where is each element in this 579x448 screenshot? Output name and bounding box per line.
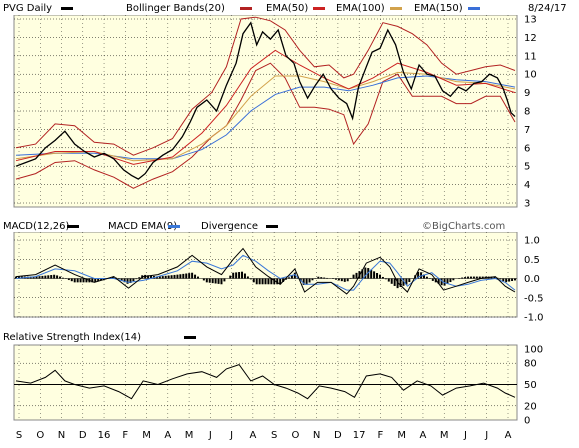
x-tick-label: A [164,430,171,441]
x-axis: S O N D 16 F M A M J J A S O N D 17 F M A M J J A [16,430,512,441]
price-y-tick-label: 4 [524,180,530,191]
price-legend-swatch [61,7,73,10]
ema150-legend-swatch [468,7,480,10]
price-y-ticks: 3 4 5 6 7 8 9 10 11 12 13 [524,15,537,210]
macd-signal-legend-swatch [168,225,180,228]
price-y-tick-label: 7 [524,125,530,136]
macd-y-tick-label: 0.5 [524,255,540,266]
symbol-label: PVG Daily [3,3,52,14]
x-tick-label: D [79,430,87,441]
divergence-legend-swatch [266,225,278,228]
macd-y-tick-label: -0.5 [524,293,544,304]
macd-panel: 1.0 0.5 0.0 -0.5 -1.0 [13,231,544,324]
macd-y-tick-label: 1.0 [524,236,540,247]
rsi-y-tick-label: 50 [524,380,537,391]
rsi-header-bg [0,330,579,344]
rsi-line [15,364,516,400]
bollinger-label: Bollinger Bands(20) [126,3,225,14]
rsi-grid [14,345,517,420]
x-tick-label: J [484,430,488,441]
ema150-label: EMA(150) [414,3,463,14]
x-tick-label: S [16,430,22,441]
x-tick-label: O [36,430,44,441]
rsi-y-tick-label: 20 [524,401,537,412]
price-panel: 3 4 5 6 7 8 9 10 11 12 13 [13,14,537,210]
x-tick-label: O [291,430,299,441]
rsi-panel-bg [13,344,518,421]
ema50-legend-swatch [313,7,325,10]
x-tick-label: F [378,430,384,441]
bollinger-upper-line [15,16,516,156]
bollinger-legend-swatch [240,7,252,10]
price-y-tick-label: 10 [524,70,537,81]
price-y-tick-label: 5 [524,162,530,173]
ema100-label: EMA(100) [336,3,385,14]
price-y-tick-label: 9 [524,88,530,99]
bigcharts-watermark: ©BigCharts.com [422,221,505,232]
x-tick-label: 16 [98,430,111,441]
price-line [15,21,516,180]
x-tick-label: D [334,430,342,441]
rsi-y-ticks: 100 80 50 20 0 [524,345,543,427]
x-tick-label: J [463,430,467,441]
price-y-tick-label: 12 [524,33,537,44]
macd-line [15,247,516,295]
x-tick-label: F [122,430,128,441]
rsi-y-tick-label: 100 [524,345,543,356]
price-y-tick-label: 8 [524,107,530,118]
price-grid [14,15,517,207]
x-tick-label: M [185,430,194,441]
rsi-y-tick-label: 0 [524,416,530,427]
macd-y-tick-label: 0.0 [524,274,540,285]
ema50-label: EMA(50) [266,3,308,14]
x-tick-label: N [58,430,65,441]
rsi-panel: 100 80 50 20 0 [13,344,543,427]
x-tick-label: A [420,430,427,441]
x-tick-label: M [142,430,151,441]
macd-header-bg [0,219,579,232]
header-bg [0,0,579,15]
x-tick-label: N [313,430,320,441]
macd-legend-swatch [67,225,79,228]
price-y-tick-label: 6 [524,143,530,154]
x-tick-label: S [271,430,277,441]
x-tick-label: M [440,430,449,441]
ema150-line [15,75,516,160]
rsi-legend-swatch [184,336,196,339]
x-tick-label: A [249,430,256,441]
bollinger-lower-line [15,62,516,189]
rsi-label: Relative Strength Index(14) [3,332,141,343]
price-y-tick-label: 11 [524,51,537,62]
macd-signal-label: MACD EMA(9) [108,221,177,232]
macd-y-tick-label: -1.0 [524,313,544,324]
chart-date: 8/24/17 [528,3,567,14]
price-y-tick-label: 3 [524,199,530,210]
x-tick-label: 17 [353,430,366,441]
x-tick-label: J [208,430,212,441]
price-panel-bg [13,14,518,208]
macd-y-ticks: 1.0 0.5 0.0 -0.5 -1.0 [524,236,544,324]
macd-label: MACD(12,26) [3,221,70,232]
x-tick-label: M [397,430,406,441]
ema100-legend-swatch [390,7,402,10]
x-tick-label: A [505,430,512,441]
divergence-label: Divergence [201,221,258,232]
rsi-y-tick-label: 80 [524,359,537,370]
x-tick-label: J [229,430,233,441]
price-y-tick-label: 13 [524,15,537,26]
